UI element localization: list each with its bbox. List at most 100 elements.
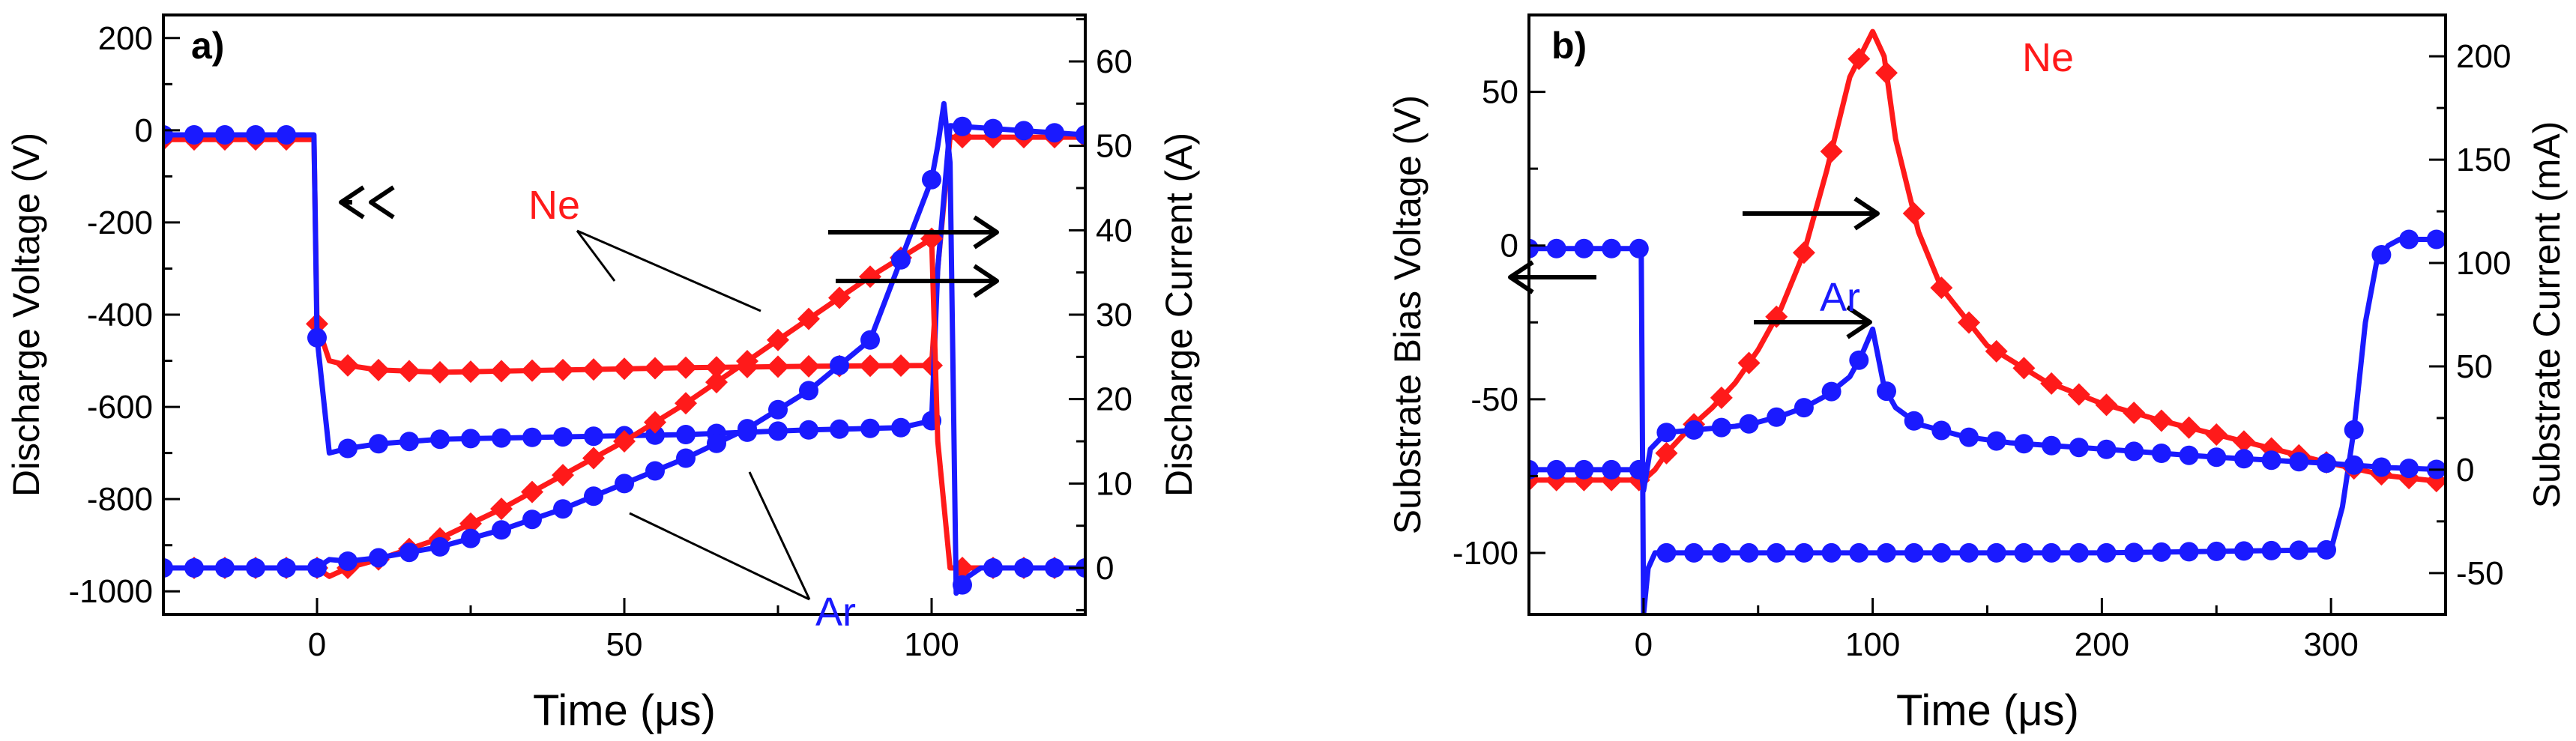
panel-b-ar-voltage-marker [2124, 542, 2144, 563]
panel-a-ar-voltage-marker [676, 425, 696, 444]
panel-a-ar-current-marker [830, 355, 849, 375]
panel-a-ne-voltage-marker [398, 360, 420, 383]
panel-a-ar-current-marker [707, 433, 726, 453]
panel-a-x-tick-label: 50 [606, 626, 643, 663]
panel-a-ar-voltage-marker [953, 116, 972, 136]
panel-b-ar-voltage-marker [2179, 542, 2199, 562]
panel-a-ne-voltage-marker [367, 358, 390, 381]
panel-a-ar-voltage-marker [246, 125, 265, 145]
panel-b-ne-current-marker [2067, 383, 2090, 406]
panel-b-ar-voltage-marker [2207, 541, 2227, 561]
panel-a-y-right-tick-label: 40 [1096, 212, 1132, 249]
panel-a-series-ar-current [163, 100, 1085, 596]
panel-b-chart: 0 100 200 300 -100 -50 0 50 -50 0 50 100 150 200 b) S… [1387, 13, 2568, 735]
panel-a-ne-current-marker [828, 286, 851, 309]
panel-a-y-left-tick-label: 200 [98, 20, 153, 57]
panel-a-ne-current-marker [675, 392, 697, 415]
panel-b-ar-voltage-marker [2399, 229, 2419, 249]
panel-a-ar-voltage-marker [860, 418, 880, 438]
panel-a-y-left-tick-label: 0 [135, 112, 153, 149]
panel-b-ne-current-marker [1792, 241, 1815, 264]
panel-b-ar-voltage-marker [1794, 542, 1814, 563]
panel-a-axis-arrow-left [339, 185, 365, 220]
panel-a-ar-current-marker [799, 381, 818, 401]
panel-b-ar-current-marker [1574, 459, 1594, 480]
panel-b-x-tick-label: 300 [2303, 626, 2358, 663]
panel-a-ar-annotation: Ar [815, 590, 856, 635]
panel-a-ar-current-marker [1014, 558, 1034, 578]
panel-a-ar-voltage-marker [830, 419, 849, 439]
panel-b-y-left-tick-label: -50 [1471, 381, 1518, 418]
panel-a-ar-current-marker [584, 486, 603, 506]
panel-b-ar-current-marker [1529, 459, 1539, 480]
panel-a-ar-current-marker [338, 551, 358, 571]
panel-a-axis-arrow-left [369, 185, 395, 220]
panel-a-ar-current-marker [163, 558, 173, 578]
panel-a-ne-annotation: Ne [528, 183, 580, 228]
panel-a-y-right-tick-label: 0 [1096, 550, 1114, 587]
panel-a-ar-current-marker [1045, 558, 1064, 578]
panel-a-ne-voltage-marker [552, 358, 574, 381]
panel-b-ar-current-marker [1959, 427, 1979, 447]
panel-b-ar-voltage-marker [2371, 245, 2392, 264]
panel-a-y-left-label: Discharge Voltage (V) [5, 133, 47, 497]
panel-a-ne-current-marker [490, 497, 513, 521]
panel-b-ar-current-marker [2233, 449, 2254, 469]
panel-b-x-tick-label: 200 [2075, 626, 2129, 663]
panel-a-ar-current-marker [768, 399, 788, 420]
panel-b-axis-arrow-right [1743, 196, 1880, 231]
panel-b-x-tick-label: 100 [1845, 626, 1900, 663]
panel-a-chart: 0 50 100 -1000 -800 -600 -400 -200 0 200 0 10 20 30 40… [5, 13, 1200, 735]
panel-a-ne-current-marker [644, 411, 666, 434]
panel-a-ar-current-marker [983, 558, 1003, 578]
panel-a-ne-voltage-marker [582, 358, 605, 381]
panel-a-ne-current-marker [705, 371, 728, 394]
panel-a-y-left-tick-label: -400 [87, 297, 153, 333]
panel-b-ar-current-marker [2124, 441, 2144, 462]
panel-b-ar-current-marker [2261, 450, 2281, 471]
panel-b-ar-current-marker [1684, 420, 1704, 440]
panel-b-ar-voltage-marker [1986, 542, 2006, 563]
panel-b-ar-voltage-marker [1931, 542, 1952, 563]
panel-a-ne-voltage-marker [859, 354, 881, 378]
panel-b-ne-current-marker [2150, 409, 2173, 432]
panel-a-ar-voltage-marker [369, 434, 388, 454]
panel-a-y-left-tick-label: -600 [87, 389, 153, 426]
panel-b-ar-current-marker [2096, 439, 2117, 459]
panel-b-ar-voltage-marker [2069, 542, 2089, 563]
panel-a-ar-voltage-marker [215, 125, 235, 145]
panel-b-ar-voltage-marker [1529, 238, 1539, 258]
panel-a-ne-current-marker [459, 512, 482, 535]
panel-b-ar-current-marker [1711, 417, 1731, 438]
panel-b-y-right-tick-label: -50 [2456, 555, 2504, 592]
panel-a-y-right-tick-label: 30 [1096, 297, 1132, 333]
panel-b-y-left-tick-label: 50 [1482, 74, 1518, 111]
panel-b-ar-current-marker [2069, 438, 2089, 458]
panel-a-ne-current-marker [613, 430, 636, 453]
panel-a-ar-voltage-marker [184, 125, 204, 145]
panel-b-plot-frame [1527, 13, 2447, 616]
panel-b-ar-current-marker [1821, 381, 1841, 402]
panel-a-axis-arrows [339, 185, 999, 298]
panel-b-y-left-tick-label: 0 [1500, 228, 1518, 264]
panel-b-ar-voltage-line [1529, 237, 2446, 614]
panel-b-ar-voltage-marker [1849, 542, 1869, 563]
panel-a-ar-current-marker [184, 558, 204, 578]
panel-b-ar-voltage-marker [2233, 541, 2254, 561]
panel-b-ne-current-marker [2205, 423, 2228, 446]
panel-b-ne-current-marker [2123, 401, 2146, 424]
panel-b-y-right-tick-label: 200 [2456, 38, 2511, 75]
panel-a-ne-voltage-marker [644, 357, 666, 380]
panel-a-ar-voltage-marker [584, 426, 603, 447]
panel-a-ne-voltage-marker [490, 360, 513, 383]
panel-b-label: b) [1551, 25, 1587, 67]
panel-b-ar-current-marker [2151, 444, 2171, 463]
panel-b-ar-current-marker [1656, 423, 1677, 443]
panel-b-ar-current-marker [2344, 455, 2364, 475]
panel-a-x-tick-label: 100 [904, 626, 959, 663]
panel-a-y-left-tick-label: -200 [87, 205, 153, 241]
panel-a-ar-current-marker [522, 509, 542, 530]
panel-b-y-right-tick-label: 0 [2456, 452, 2474, 489]
panel-a-y-right-label: Discharge Current (A) [1158, 133, 1200, 497]
